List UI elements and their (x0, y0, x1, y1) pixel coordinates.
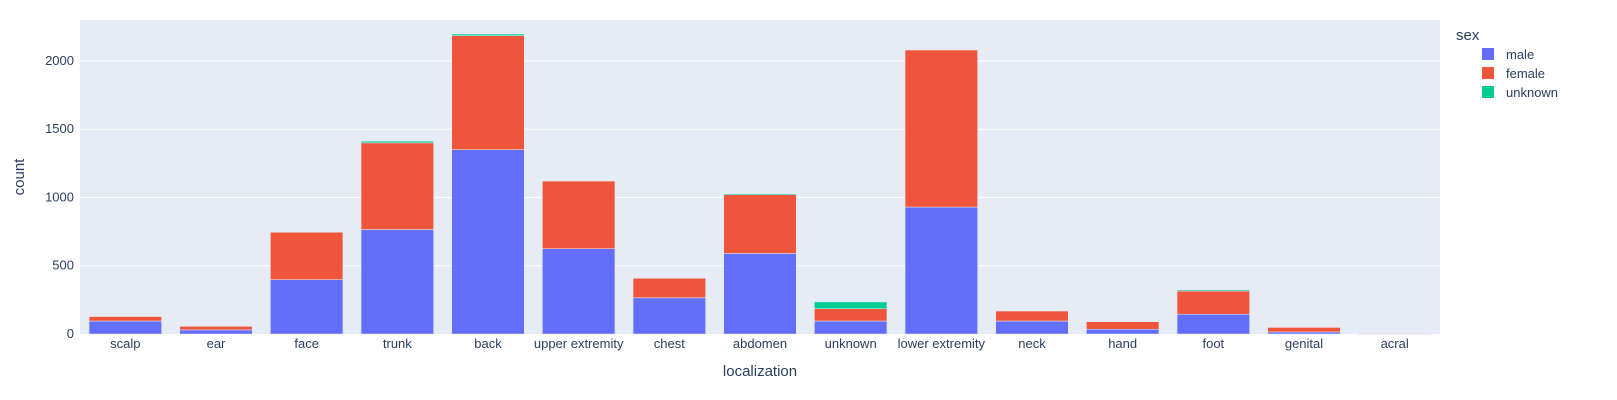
x-axis-ticks: scalp ear face trunk back upper extremity ches… (110, 336, 1409, 351)
bar-female[interactable] (1267, 327, 1341, 333)
bar-male[interactable] (723, 253, 797, 335)
legend-label-female[interactable]: female (1506, 66, 1545, 81)
x-tick-label: face (294, 336, 319, 351)
bar-unknown[interactable] (451, 33, 525, 36)
x-tick-label: abdomen (733, 336, 787, 351)
bar-male[interactable] (995, 320, 1069, 335)
legend-title: sex (1456, 27, 1480, 44)
bar-female[interactable] (1358, 332, 1432, 334)
legend-label-unknown[interactable]: unknown (1506, 85, 1558, 100)
y-tick-label: 0 (67, 326, 74, 341)
bar-female[interactable] (1086, 321, 1160, 330)
bar-female[interactable] (451, 35, 525, 150)
bar-male[interactable] (451, 149, 525, 335)
x-tick-label: neck (1018, 336, 1046, 351)
y-axis-ticks: 0 500 1000 1500 2000 (45, 53, 74, 341)
x-tick-label: genital (1285, 336, 1323, 351)
bar-female[interactable] (632, 278, 706, 299)
bar-unknown[interactable] (1176, 289, 1250, 292)
bar-female[interactable] (995, 310, 1069, 322)
legend-swatch-unknown[interactable] (1482, 86, 1494, 98)
bar-female[interactable] (270, 232, 344, 280)
bar-female[interactable] (88, 316, 162, 322)
bar-unknown[interactable] (360, 140, 434, 144)
y-tick-label: 500 (52, 258, 74, 273)
bar-female[interactable] (814, 308, 888, 322)
bar-female[interactable] (179, 326, 253, 331)
bar-male[interactable] (270, 279, 344, 335)
bar-female[interactable] (542, 180, 616, 249)
x-tick-label: chest (654, 336, 685, 351)
bar-female[interactable] (1176, 290, 1250, 315)
x-axis-title: localization (723, 363, 797, 380)
bar-female[interactable] (360, 142, 434, 230)
legend: sex male female unknown (1456, 27, 1558, 100)
bar-male[interactable] (88, 320, 162, 335)
bar-female[interactable] (723, 194, 797, 254)
bar-male[interactable] (1176, 313, 1250, 335)
bar-male[interactable] (814, 320, 888, 335)
bar-unknown[interactable] (814, 301, 888, 309)
x-tick-label: hand (1108, 336, 1137, 351)
x-tick-label: scalp (110, 336, 140, 351)
legend-swatch-male[interactable] (1482, 48, 1494, 60)
x-tick-label: unknown (825, 336, 877, 351)
bar-male[interactable] (179, 329, 253, 335)
y-axis-title: count (11, 158, 28, 196)
legend-swatch-female[interactable] (1482, 67, 1494, 79)
y-tick-label: 1000 (45, 189, 74, 204)
x-tick-label: foot (1202, 336, 1224, 351)
bar-male[interactable] (632, 297, 706, 335)
bar-male[interactable] (542, 248, 616, 335)
x-tick-label: upper extremity (534, 336, 624, 351)
bar-male[interactable] (1086, 328, 1160, 335)
legend-label-male[interactable]: male (1506, 47, 1534, 62)
y-tick-label: 1500 (45, 121, 74, 136)
x-tick-label: acral (1381, 336, 1409, 351)
x-tick-label: ear (207, 336, 226, 351)
bar-male[interactable] (360, 229, 434, 335)
x-tick-label: lower extremity (898, 336, 986, 351)
bar-female[interactable] (904, 49, 978, 208)
x-tick-label: back (474, 336, 502, 351)
bar-male[interactable] (904, 206, 978, 335)
bar-male[interactable] (1267, 331, 1341, 335)
bar-unknown[interactable] (723, 193, 797, 195)
x-tick-label: trunk (383, 336, 412, 351)
y-tick-label: 2000 (45, 53, 74, 68)
bars (88, 33, 1432, 335)
